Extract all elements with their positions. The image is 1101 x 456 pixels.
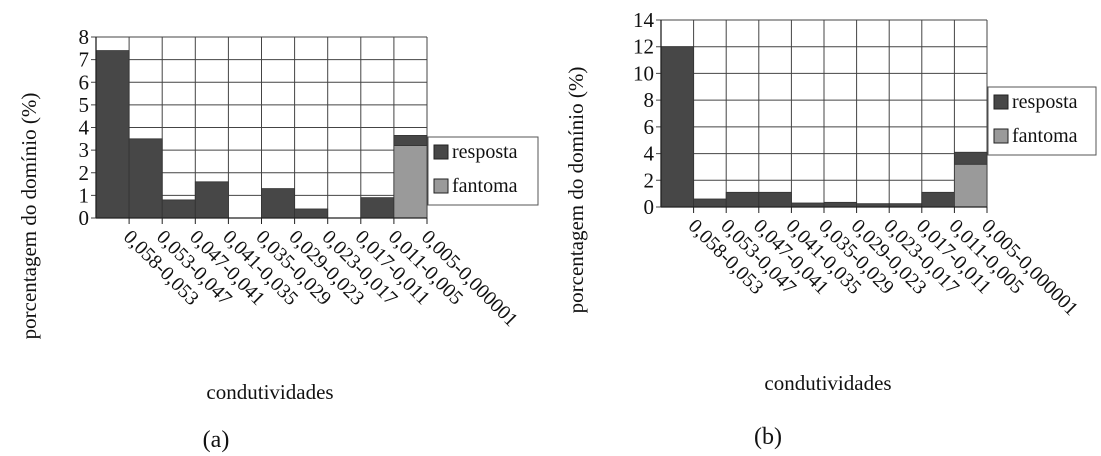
bar-resposta-b: [693, 198, 727, 208]
legend-label-fantoma-a: fantoma: [452, 175, 518, 197]
bar-resposta-a: [360, 197, 395, 219]
y-axis-label-a: porcentagem do domínio (%): [17, 93, 41, 340]
y-tick-label-b: 14: [633, 8, 655, 32]
chart-b: porcentagem do domínio (%) condutividade…: [564, 8, 1097, 450]
legend-label-fantoma-b: fantoma: [1012, 125, 1078, 147]
y-tick-label-b: 6: [644, 115, 655, 139]
legend-swatch-fantoma-b: [993, 128, 1009, 144]
x-axis-label-a: condutividades: [206, 380, 333, 404]
y-tick-label-a: 5: [79, 93, 90, 117]
y-tick-label-a: 8: [79, 25, 90, 49]
bar-resposta-a: [294, 208, 329, 219]
y-tick-label-b: 12: [633, 35, 654, 59]
bar-resposta-b: [660, 46, 694, 208]
y-tick-label-a: 2: [79, 161, 90, 185]
bar-resposta-b: [954, 151, 988, 165]
legend-swatch-resposta-a: [433, 144, 449, 160]
legend-label-resposta-a: resposta: [452, 141, 518, 163]
y-axis-label-b: porcentagem do domínio (%): [564, 67, 588, 314]
legend-label-resposta-b: resposta: [1012, 91, 1078, 113]
y-tick-label-a: 7: [79, 48, 90, 72]
legend-swatch-fantoma-a: [433, 178, 449, 194]
bar-resposta-b: [758, 191, 792, 208]
bar-resposta-b: [921, 191, 955, 208]
bar-resposta-a: [393, 135, 428, 146]
y-tick-label-a: 4: [79, 116, 90, 140]
chart-a: porcentagem do domínio (%) condutividade…: [17, 25, 539, 453]
bar-fantoma-b: [954, 163, 988, 208]
y-tick-label-b: 8: [644, 88, 655, 112]
y-tick-label-a: 1: [79, 183, 90, 207]
y-tick-label-b: 10: [633, 61, 654, 85]
x-axis-label-b: condutividades: [764, 371, 891, 395]
panel-label-b: (b): [754, 424, 782, 450]
bar-resposta-a: [194, 181, 229, 219]
bar-resposta-a: [128, 138, 163, 219]
y-tick-label-a: 6: [79, 70, 90, 94]
bar-resposta-b: [725, 191, 760, 208]
bar-resposta-a: [261, 188, 295, 219]
y-tick-label-a: 3: [79, 138, 90, 162]
bar-fantoma-a: [393, 145, 428, 219]
bar-resposta-b: [823, 201, 857, 208]
bar-resposta-a: [161, 199, 196, 219]
y-tick-label-b: 4: [644, 142, 655, 166]
y-tick-label-b: 0: [644, 195, 655, 219]
bar-resposta-a: [95, 50, 130, 219]
legend-swatch-resposta-b: [993, 94, 1009, 110]
panel-label-a: (a): [203, 427, 230, 453]
y-tick-label-b: 2: [644, 168, 655, 192]
y-tick-label-a: 0: [79, 206, 90, 230]
